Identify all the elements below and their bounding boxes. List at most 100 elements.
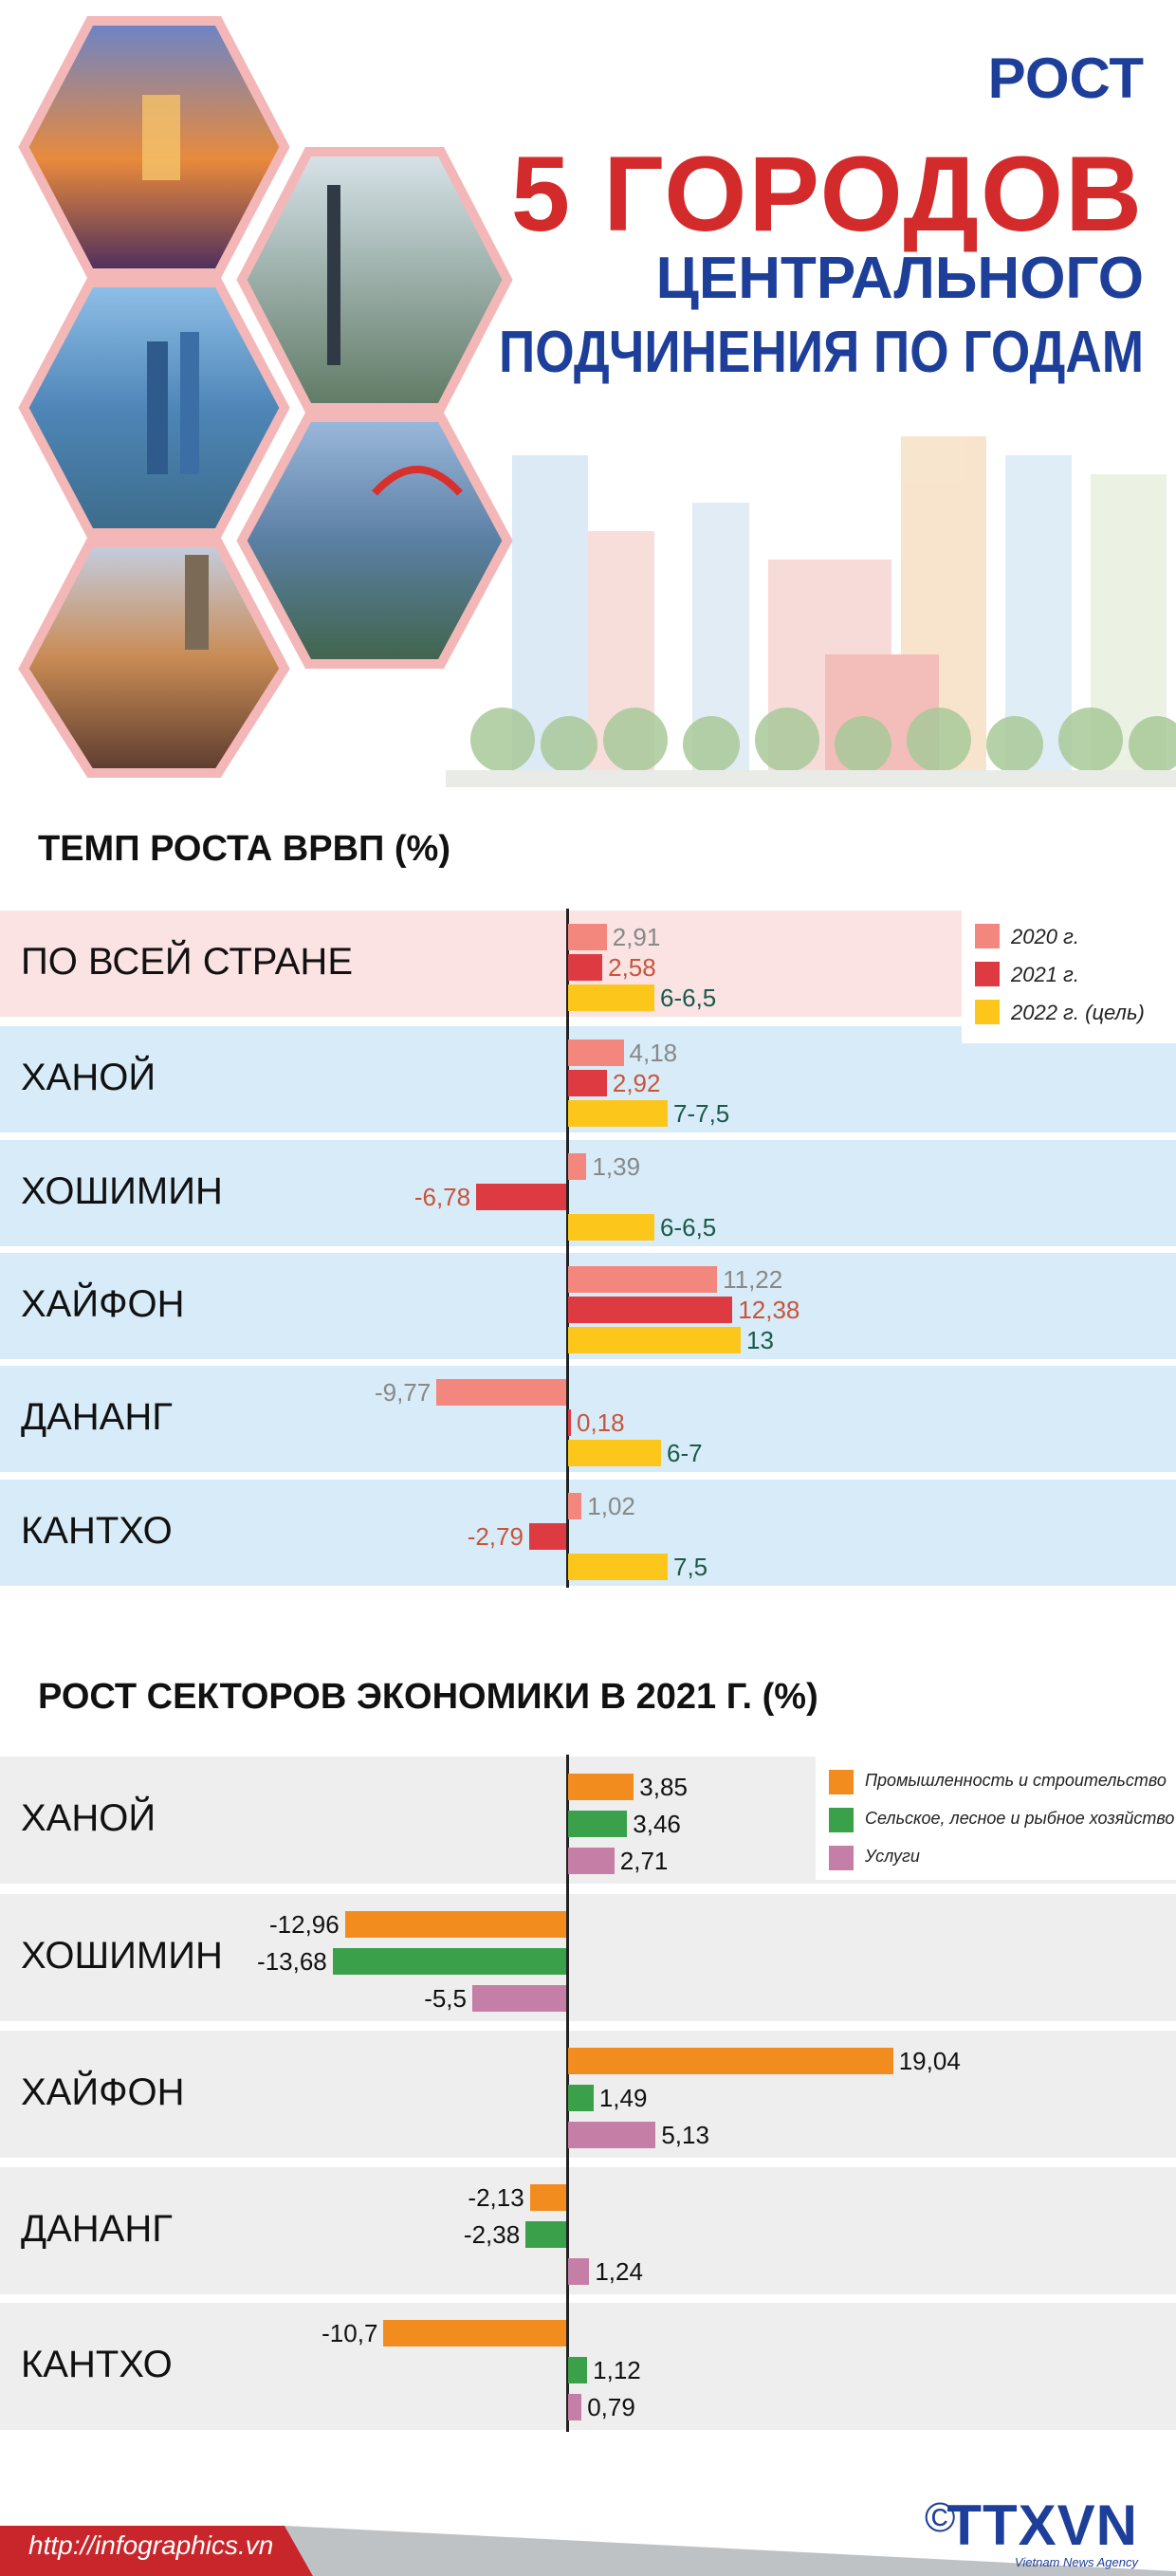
value-label: 13: [746, 1326, 774, 1354]
value-label: 12,38: [738, 1296, 800, 1324]
category-label: ХАЙФОН: [21, 1283, 185, 1325]
bar-services: [568, 2258, 590, 2285]
legend-swatch-2021: [975, 962, 1000, 986]
bar-agriculture: [568, 1811, 628, 1837]
bar-2022: [568, 1214, 654, 1241]
chart2-title: РОСТ СЕКТОРОВ ЭКОНОМИКИ В 2021 Г. (%): [38, 1677, 818, 1717]
bar-2020: [568, 1266, 718, 1293]
bar-2021: [568, 1070, 607, 1096]
value-label: 6-6,5: [660, 1213, 717, 1242]
legend-label: 2022 г. (цель): [1011, 1001, 1145, 1024]
value-label: 1,12: [593, 2356, 641, 2384]
bar-2021: [568, 954, 603, 981]
title-line-4: ПОДЧИНЕНИЯ ПО ГОДАМ: [498, 320, 1144, 385]
bar-2021: [568, 1409, 571, 1436]
category-label: ДАНАНГ: [21, 1396, 173, 1438]
legend-label: Сельское, лесное и рыбное хозяйство: [865, 1809, 1175, 1828]
hexagon-photo-skyscraper: [236, 147, 513, 413]
legend-label: Промышленность и строительство: [865, 1771, 1167, 1790]
value-label: 2,71: [619, 1847, 669, 1875]
category-label: ХАНОЙ: [21, 1797, 156, 1839]
value-label: 1,49: [598, 2084, 648, 2112]
value-label: 6-7: [667, 1439, 703, 1467]
value-label: 0,18: [577, 1408, 625, 1437]
value-label: 19,04: [898, 2047, 961, 2075]
bar-2022: [568, 1554, 668, 1580]
footer-divider: [0, 2526, 1176, 2576]
value-label: 6-6,5: [660, 984, 717, 1012]
value-label: 4,18: [629, 1039, 678, 1067]
category-label: КАНТХО: [21, 1510, 173, 1552]
footer-url-link[interactable]: http://infographics.vn: [28, 2530, 274, 2560]
title-line-3: ЦЕНТРАЛЬНОГО: [655, 246, 1144, 311]
chart1-title: ТЕМП РОСТА ВРВП (%): [38, 829, 450, 869]
bar-2020: [568, 1493, 582, 1519]
bar-2021: [476, 1184, 566, 1210]
agency-name: Vietnam News Agency: [1014, 2555, 1138, 2569]
bar-industry: [568, 1774, 634, 1800]
value-label: -9,77: [374, 1378, 432, 1407]
value-label: 3,85: [639, 1773, 688, 1801]
value-label: 7,5: [673, 1553, 708, 1581]
legend: [816, 1757, 1176, 1880]
ttxvn-logo: TTXVN: [946, 2493, 1138, 2557]
bar-2022: [568, 984, 654, 1011]
category-label: ХАНОЙ: [21, 1057, 156, 1098]
category-label: ДАНАНГ: [21, 2208, 173, 2250]
value-label: 11,22: [723, 1265, 783, 1294]
bar-agriculture: [332, 1948, 566, 1975]
zero-axis: [566, 909, 569, 1588]
bar-industry: [344, 1911, 566, 1938]
bar-2020: [436, 1379, 566, 1406]
legend-label: Услуги: [865, 1847, 920, 1866]
bar-2020: [568, 1040, 624, 1066]
legend-swatch-services: [829, 1846, 854, 1870]
legend-swatch-2020: [975, 924, 1000, 948]
value-label: -2,79: [467, 1522, 524, 1551]
legend-label: 2020 г.: [1011, 925, 1080, 948]
value-label: -5,5: [424, 1984, 467, 2013]
value-label: -12,96: [269, 1910, 340, 1939]
category-label: ХОШИМИН: [21, 1935, 223, 1977]
value-label: 1,39: [592, 1152, 641, 1181]
city-photo-hexagons: [18, 16, 513, 778]
value-label: 1,24: [595, 2257, 643, 2286]
title-line-2: 5 ГОРОДОВ: [510, 135, 1144, 253]
value-label: 2,92: [612, 1069, 661, 1097]
category-band: [0, 2303, 1176, 2430]
bar-2021: [568, 1297, 733, 1323]
category-band: [0, 1894, 1176, 2021]
value-label: 1,02: [587, 1492, 635, 1520]
value-label: 3,46: [633, 1810, 681, 1838]
bar-services: [568, 2122, 656, 2148]
category-label: ХОШИМИН: [21, 1170, 223, 1212]
zero-axis: [566, 1755, 569, 2432]
bar-agriculture: [568, 2357, 588, 2383]
bar-2022: [568, 1440, 661, 1466]
bar-services: [568, 2394, 582, 2420]
legend-swatch-agriculture: [829, 1808, 854, 1832]
value-label: 0,79: [587, 2393, 635, 2421]
value-label: -2,13: [468, 2183, 524, 2212]
city-skyline-illustration: [446, 436, 1176, 787]
value-label: -13,68: [257, 1947, 327, 1976]
legend-swatch-industry: [829, 1770, 854, 1794]
bar-2021: [528, 1523, 566, 1550]
bar-2020: [568, 1153, 587, 1180]
hexagon-photo-riverside: [18, 538, 290, 778]
bar-2020: [568, 924, 607, 950]
bar-2022: [568, 1100, 668, 1127]
copyright-icon: ©: [925, 2494, 956, 2541]
category-label: ХАЙФОН: [21, 2071, 185, 2113]
category-label: ПО ВСЕЙ СТРАНЕ: [21, 941, 353, 983]
legend-swatch-2022: [975, 1000, 1000, 1024]
bar-agriculture: [568, 2085, 594, 2111]
bar-industry: [529, 2184, 566, 2211]
category-label: КАНТХО: [21, 2344, 173, 2385]
value-label: 2,91: [612, 923, 661, 951]
bar-industry: [383, 2320, 566, 2346]
bar-services: [472, 1985, 566, 2012]
bar-services: [568, 1848, 615, 1874]
value-label: -6,78: [413, 1183, 471, 1211]
legend-label: 2021 г.: [1011, 963, 1080, 986]
